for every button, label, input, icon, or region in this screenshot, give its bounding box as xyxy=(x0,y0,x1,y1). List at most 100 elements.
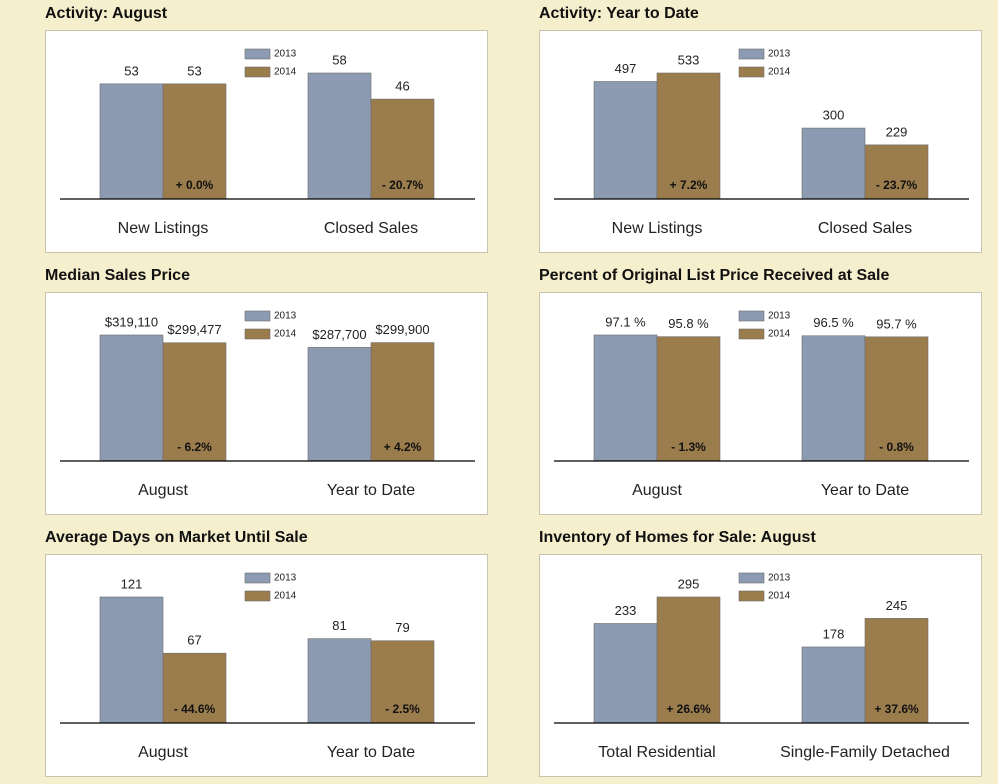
legend-label: 2013 xyxy=(274,573,297,584)
x-tick-label: Year to Date xyxy=(327,482,415,499)
value-label: $299,477 xyxy=(167,322,221,337)
legend-swatch xyxy=(244,310,271,322)
bar xyxy=(801,646,866,724)
value-label: $299,900 xyxy=(375,322,429,337)
legend-swatch xyxy=(738,310,765,322)
x-tick-label: Single-Family Detached xyxy=(780,744,950,761)
value-label: 497 xyxy=(615,61,637,76)
x-tick-label: August xyxy=(632,482,682,499)
legend-label: 2014 xyxy=(768,591,791,602)
legend-label: 2013 xyxy=(274,311,297,322)
bar xyxy=(99,334,164,462)
value-label: 67 xyxy=(187,633,201,648)
bar xyxy=(370,98,435,200)
change-label: + 4.2% xyxy=(384,440,422,454)
value-label: $319,110 xyxy=(105,314,158,329)
x-tick-label: Year to Date xyxy=(327,744,415,761)
legend-swatch xyxy=(244,66,271,78)
bar xyxy=(593,81,658,200)
x-tick-label: Total Residential xyxy=(598,744,715,761)
x-tick-label: Closed Sales xyxy=(818,220,912,237)
chart-title: Average Days on Market Until Sale xyxy=(45,529,308,546)
value-label: 97.1 % xyxy=(605,314,646,329)
bar xyxy=(864,336,929,462)
chart-title: Activity: August xyxy=(45,5,168,22)
change-label: - 44.6% xyxy=(174,702,216,716)
legend-swatch xyxy=(738,48,765,60)
value-label: $287,700 xyxy=(312,327,366,342)
legend-label: 2013 xyxy=(768,573,791,584)
legend-swatch xyxy=(244,48,271,60)
legend-swatch xyxy=(738,572,765,584)
bar xyxy=(801,127,866,200)
legend-label: 2014 xyxy=(274,329,297,340)
bar xyxy=(307,72,372,200)
legend-label: 2014 xyxy=(768,329,791,340)
legend-swatch xyxy=(244,328,271,340)
legend-label: 2013 xyxy=(768,49,791,60)
change-label: - 20.7% xyxy=(382,178,424,192)
value-label: 95.8 % xyxy=(668,316,709,331)
x-tick-label: August xyxy=(138,482,188,499)
change-label: - 6.2% xyxy=(177,440,212,454)
bar xyxy=(99,83,164,200)
value-label: 53 xyxy=(187,63,201,78)
value-label: 58 xyxy=(332,52,346,67)
value-label: 121 xyxy=(121,576,143,591)
bar xyxy=(864,618,929,724)
chart-title: Inventory of Homes for Sale: August xyxy=(539,529,816,546)
value-label: 81 xyxy=(332,618,346,633)
value-label: 79 xyxy=(395,620,409,635)
change-label: + 7.2% xyxy=(670,178,708,192)
legend-swatch xyxy=(738,590,765,602)
value-label: 295 xyxy=(678,576,700,591)
bar xyxy=(307,347,372,462)
value-label: 53 xyxy=(124,63,138,78)
value-label: 96.5 % xyxy=(813,315,854,330)
value-label: 233 xyxy=(615,603,637,618)
x-tick-label: Year to Date xyxy=(821,482,909,499)
value-label: 300 xyxy=(823,108,845,123)
bar xyxy=(99,596,164,724)
change-label: + 0.0% xyxy=(176,178,214,192)
value-label: 178 xyxy=(823,626,845,641)
chart-title: Activity: Year to Date xyxy=(539,5,699,22)
change-label: - 1.3% xyxy=(671,440,706,454)
legend-label: 2014 xyxy=(768,67,791,78)
chart-title: Median Sales Price xyxy=(45,267,190,284)
bar xyxy=(656,596,721,724)
change-label: - 0.8% xyxy=(879,440,914,454)
value-label: 95.7 % xyxy=(876,316,917,331)
value-label: 229 xyxy=(886,124,908,139)
legend-label: 2014 xyxy=(274,67,297,78)
value-label: 245 xyxy=(886,598,908,613)
change-label: + 37.6% xyxy=(874,702,919,716)
bar xyxy=(370,640,435,724)
legend-label: 2013 xyxy=(274,49,297,60)
bar xyxy=(864,144,929,200)
x-tick-label: New Listings xyxy=(612,220,703,237)
change-label: - 2.5% xyxy=(385,702,420,716)
legend-swatch xyxy=(244,590,271,602)
legend-label: 2013 xyxy=(768,311,791,322)
legend-label: 2014 xyxy=(274,591,297,602)
legend-swatch xyxy=(738,66,765,78)
x-tick-label: New Listings xyxy=(118,220,209,237)
chart-title: Percent of Original List Price Received … xyxy=(539,267,889,284)
bar xyxy=(593,623,658,724)
value-label: 46 xyxy=(395,79,409,94)
bar xyxy=(593,334,658,462)
bar xyxy=(162,342,227,462)
bar xyxy=(801,335,866,462)
x-tick-label: August xyxy=(138,744,188,761)
value-label: 533 xyxy=(678,52,700,67)
legend-swatch xyxy=(244,572,271,584)
x-tick-label: Closed Sales xyxy=(324,220,418,237)
legend-swatch xyxy=(738,328,765,340)
bar xyxy=(370,342,435,462)
change-label: - 23.7% xyxy=(876,178,918,192)
bar xyxy=(307,638,372,724)
bar xyxy=(656,72,721,200)
bar xyxy=(162,83,227,200)
